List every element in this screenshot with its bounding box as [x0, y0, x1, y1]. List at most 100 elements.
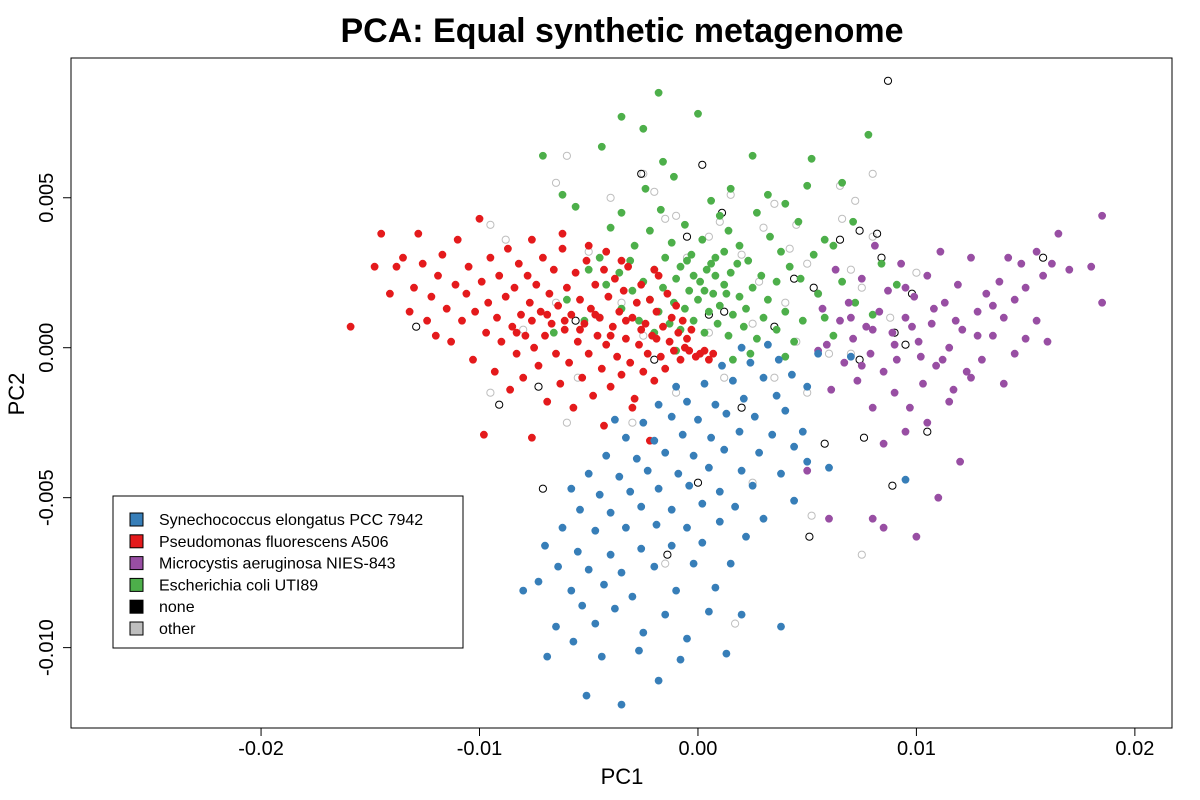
data-point: [790, 496, 798, 505]
data-point: [582, 691, 591, 700]
data-point: [567, 484, 576, 493]
data-point: [879, 367, 888, 376]
data-point: [781, 298, 790, 307]
data-point: [582, 256, 591, 265]
data-point: [805, 532, 814, 541]
data-point: [912, 268, 921, 277]
data-point: [901, 427, 910, 436]
data-point: [820, 235, 829, 244]
data-point: [711, 253, 720, 262]
x-tick-label: 0.00: [678, 738, 717, 760]
data-point: [477, 277, 486, 286]
data-point: [562, 151, 572, 160]
data-point: [892, 280, 901, 289]
data-point: [652, 307, 661, 316]
data-point: [597, 652, 606, 661]
data-point: [1032, 247, 1041, 256]
data-point: [1004, 253, 1013, 262]
data-point: [827, 385, 836, 394]
data-point: [637, 280, 646, 289]
data-point: [729, 376, 737, 385]
data-point: [643, 466, 652, 475]
data-point: [571, 202, 580, 211]
legend-swatch: [129, 599, 144, 614]
data-point: [1039, 253, 1048, 262]
data-point: [829, 241, 838, 250]
data-point: [707, 196, 715, 205]
data-point: [1098, 298, 1106, 307]
data-point: [654, 271, 663, 280]
data-point: [543, 397, 552, 406]
data-point: [724, 331, 733, 340]
data-point: [602, 280, 611, 289]
data-point: [584, 241, 593, 250]
data-point: [453, 235, 462, 244]
data-point: [705, 607, 713, 616]
data-point: [989, 301, 997, 310]
series-microcystis-aeruginosa-nies-843: [803, 211, 1106, 541]
data-point: [534, 577, 543, 586]
data-point: [602, 451, 611, 460]
data-point: [552, 349, 560, 358]
data-point: [678, 316, 687, 325]
data-point: [650, 187, 659, 196]
data-point: [886, 313, 895, 322]
data-point: [637, 502, 646, 511]
data-point: [1048, 259, 1056, 268]
data-point: [888, 328, 897, 337]
data-point: [855, 226, 864, 235]
data-point: [764, 190, 772, 199]
data-point: [493, 313, 501, 322]
data-point: [809, 283, 818, 292]
data-point: [580, 319, 589, 328]
data-point: [685, 346, 694, 355]
data-point: [661, 214, 670, 223]
data-point: [820, 313, 829, 322]
data-point: [665, 337, 674, 346]
data-point: [410, 283, 418, 292]
data-point: [683, 256, 691, 265]
data-point: [735, 292, 744, 301]
data-point: [534, 361, 543, 370]
data-point: [659, 322, 667, 331]
data-point: [1032, 316, 1041, 325]
data-point: [584, 469, 593, 478]
data-point: [892, 355, 901, 364]
data-point: [851, 196, 860, 205]
data-point: [866, 349, 875, 358]
data-point: [726, 268, 735, 277]
data-point: [663, 289, 672, 298]
data-point: [720, 445, 729, 454]
data-point: [796, 274, 805, 283]
data-point: [370, 262, 379, 271]
data-point: [539, 253, 547, 262]
data-point: [560, 316, 569, 325]
data-point: [1010, 349, 1019, 358]
data-point: [726, 559, 735, 568]
data-point: [908, 322, 916, 331]
data-point: [431, 331, 440, 340]
points-layer: [346, 76, 1106, 709]
data-point: [857, 361, 866, 370]
data-point: [999, 379, 1008, 388]
x-tick-label: -0.02: [238, 738, 284, 760]
data-point: [519, 586, 528, 595]
data-point: [641, 184, 650, 193]
data-point: [685, 286, 694, 295]
data-point: [700, 379, 709, 388]
data-point: [615, 307, 624, 316]
data-point: [562, 418, 572, 427]
data-point: [759, 223, 768, 232]
data-point: [576, 325, 584, 334]
legend-label: Escherichia coli UTI89: [159, 577, 318, 594]
data-point: [554, 301, 562, 310]
data-point: [676, 355, 685, 364]
data-point: [654, 676, 663, 685]
data-point: [720, 373, 729, 382]
data-point: [628, 286, 637, 295]
data-point: [558, 523, 567, 532]
data-point: [722, 409, 731, 418]
data-point: [639, 367, 648, 376]
data-point: [438, 250, 447, 259]
data-point: [857, 274, 866, 283]
